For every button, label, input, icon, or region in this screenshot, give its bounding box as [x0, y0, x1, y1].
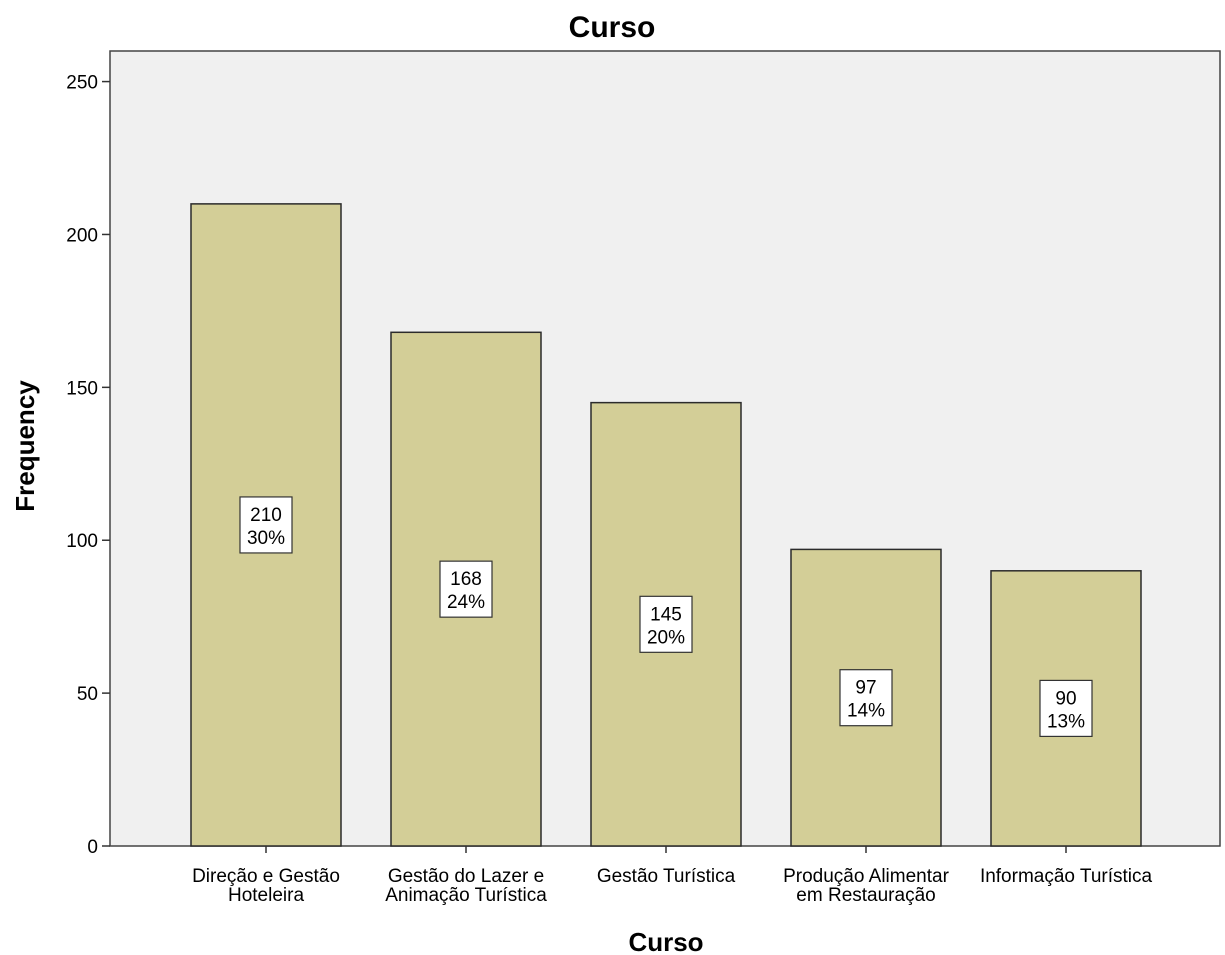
- y-tick-label: 150: [66, 378, 98, 399]
- data-label-value: 97: [855, 678, 876, 699]
- y-axis: 0 50 100 150 200 250: [66, 73, 110, 858]
- category-label: Direção e Gestão: [192, 866, 340, 887]
- category-label: Informação Turística: [980, 866, 1153, 887]
- data-label-box: [839, 669, 893, 727]
- category-label: Hoteleira: [228, 885, 304, 906]
- data-label-box: [639, 595, 693, 653]
- category-label: Produção Alimentar: [783, 866, 949, 887]
- data-label-percent: 14%: [847, 701, 885, 722]
- y-tick-label: 0: [87, 837, 98, 858]
- bars: [190, 203, 1142, 847]
- y-tick-label: 100: [66, 531, 98, 552]
- y-axis-label: Frequency: [10, 380, 40, 512]
- data-label-percent: 30%: [247, 528, 285, 549]
- data-label-box: [239, 496, 293, 554]
- chart-title: Curso: [569, 11, 656, 44]
- data-label-percent: 13%: [1047, 711, 1085, 732]
- data-label-value: 168: [450, 569, 482, 590]
- data-label-value: 90: [1055, 688, 1076, 709]
- data-label-value: 210: [250, 505, 282, 526]
- data-label-percent: 24%: [447, 592, 485, 613]
- data-label-box: [439, 560, 493, 618]
- y-tick-label: 200: [66, 225, 98, 246]
- y-tick-label: 50: [77, 684, 98, 705]
- category-label: Gestão do Lazer e: [388, 866, 544, 887]
- category-label: em Restauração: [796, 885, 935, 906]
- data-label-box: [1039, 679, 1093, 738]
- category-label: Animação Turística: [385, 885, 547, 906]
- x-axis-label: Curso: [628, 927, 703, 955]
- y-tick-label: 250: [66, 73, 98, 94]
- category-label: Gestão Turística: [597, 866, 736, 887]
- data-label-percent: 20%: [647, 627, 685, 648]
- data-label-value: 145: [650, 604, 682, 625]
